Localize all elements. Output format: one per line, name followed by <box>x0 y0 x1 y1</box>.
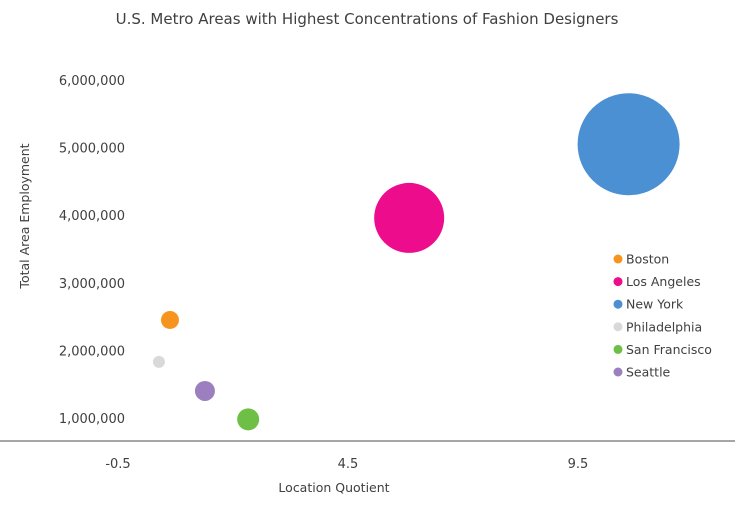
y-tick-label: 3,000,000 <box>59 277 125 292</box>
chart-title: U.S. Metro Areas with Highest Concentrat… <box>116 10 619 28</box>
legend-marker <box>613 299 623 309</box>
legend-label: New York <box>626 297 684 312</box>
y-tick-label: 5,000,000 <box>59 142 125 157</box>
bubble-seattle <box>194 380 215 401</box>
y-tick-label: 6,000,000 <box>59 74 125 89</box>
bubble-new-york <box>577 93 680 196</box>
legend-label: Seattle <box>626 365 671 380</box>
legend-marker <box>613 367 623 377</box>
bubble-san-francisco <box>237 408 260 431</box>
legend-label: Los Angeles <box>626 274 701 289</box>
x-tick-label: -0.5 <box>105 457 130 472</box>
legend-marker <box>613 322 623 332</box>
legend-label: Boston <box>626 252 669 267</box>
legend-marker <box>613 344 623 354</box>
y-tick-label: 1,000,000 <box>59 412 125 427</box>
x-axis-label: Location Quotient <box>278 480 389 495</box>
legend-marker <box>613 277 623 287</box>
bubble-philadelphia <box>152 355 165 368</box>
x-tick-label: 9.5 <box>568 457 589 472</box>
legend-label: Philadelphia <box>626 319 702 334</box>
bubble-los-angeles <box>374 182 445 253</box>
y-tick-label: 2,000,000 <box>59 344 125 359</box>
legend-label: San Francisco <box>626 342 712 357</box>
bubble-boston <box>160 310 179 329</box>
legend-marker <box>613 254 623 264</box>
y-axis-label: Total Area Employment <box>17 143 32 289</box>
y-tick-label: 4,000,000 <box>59 209 125 224</box>
x-tick-label: 4.5 <box>338 457 359 472</box>
